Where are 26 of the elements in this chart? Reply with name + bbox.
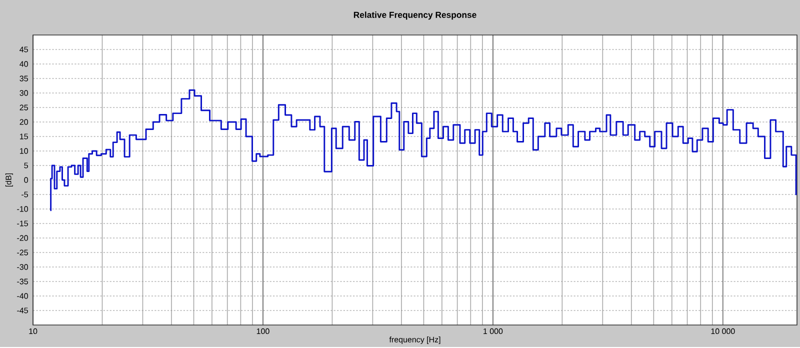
x-tick-label: 100 — [256, 328, 270, 334]
x-axis-title: frequency [Hz] — [389, 336, 440, 344]
x-tick-label: 10 — [29, 328, 38, 334]
chart-title: Relative Frequency Response — [354, 11, 476, 20]
y-tick-label: 45 — [20, 46, 28, 52]
y-axis-title: [dB] — [5, 173, 13, 186]
y-tick-label: -20 — [17, 234, 28, 241]
y-tick-label: 40 — [20, 60, 28, 67]
y-tick-label: -40 — [17, 292, 28, 299]
x-tick-label: 10 000 — [711, 328, 735, 334]
y-tick-label: 0 — [24, 176, 28, 183]
x-tick-label: 1 000 — [484, 328, 503, 334]
y-tick-label: -30 — [17, 264, 28, 270]
y-tick-label: 25 — [20, 104, 28, 110]
y-tick-label: -25 — [17, 249, 28, 256]
y-tick-label: -10 — [17, 206, 28, 212]
y-tick-label: 5 — [24, 162, 28, 168]
y-tick-label: 30 — [20, 90, 28, 96]
y-tick-label: 15 — [20, 134, 28, 140]
y-tick-label: -45 — [17, 308, 28, 314]
y-tick-label: -15 — [17, 220, 28, 226]
y-tick-label: -35 — [17, 278, 28, 284]
y-tick-label: 35 — [20, 75, 28, 82]
y-tick-label: 20 — [20, 118, 28, 125]
y-tick-label: 10 — [20, 148, 28, 154]
y-tick-label: -5 — [22, 192, 28, 198]
